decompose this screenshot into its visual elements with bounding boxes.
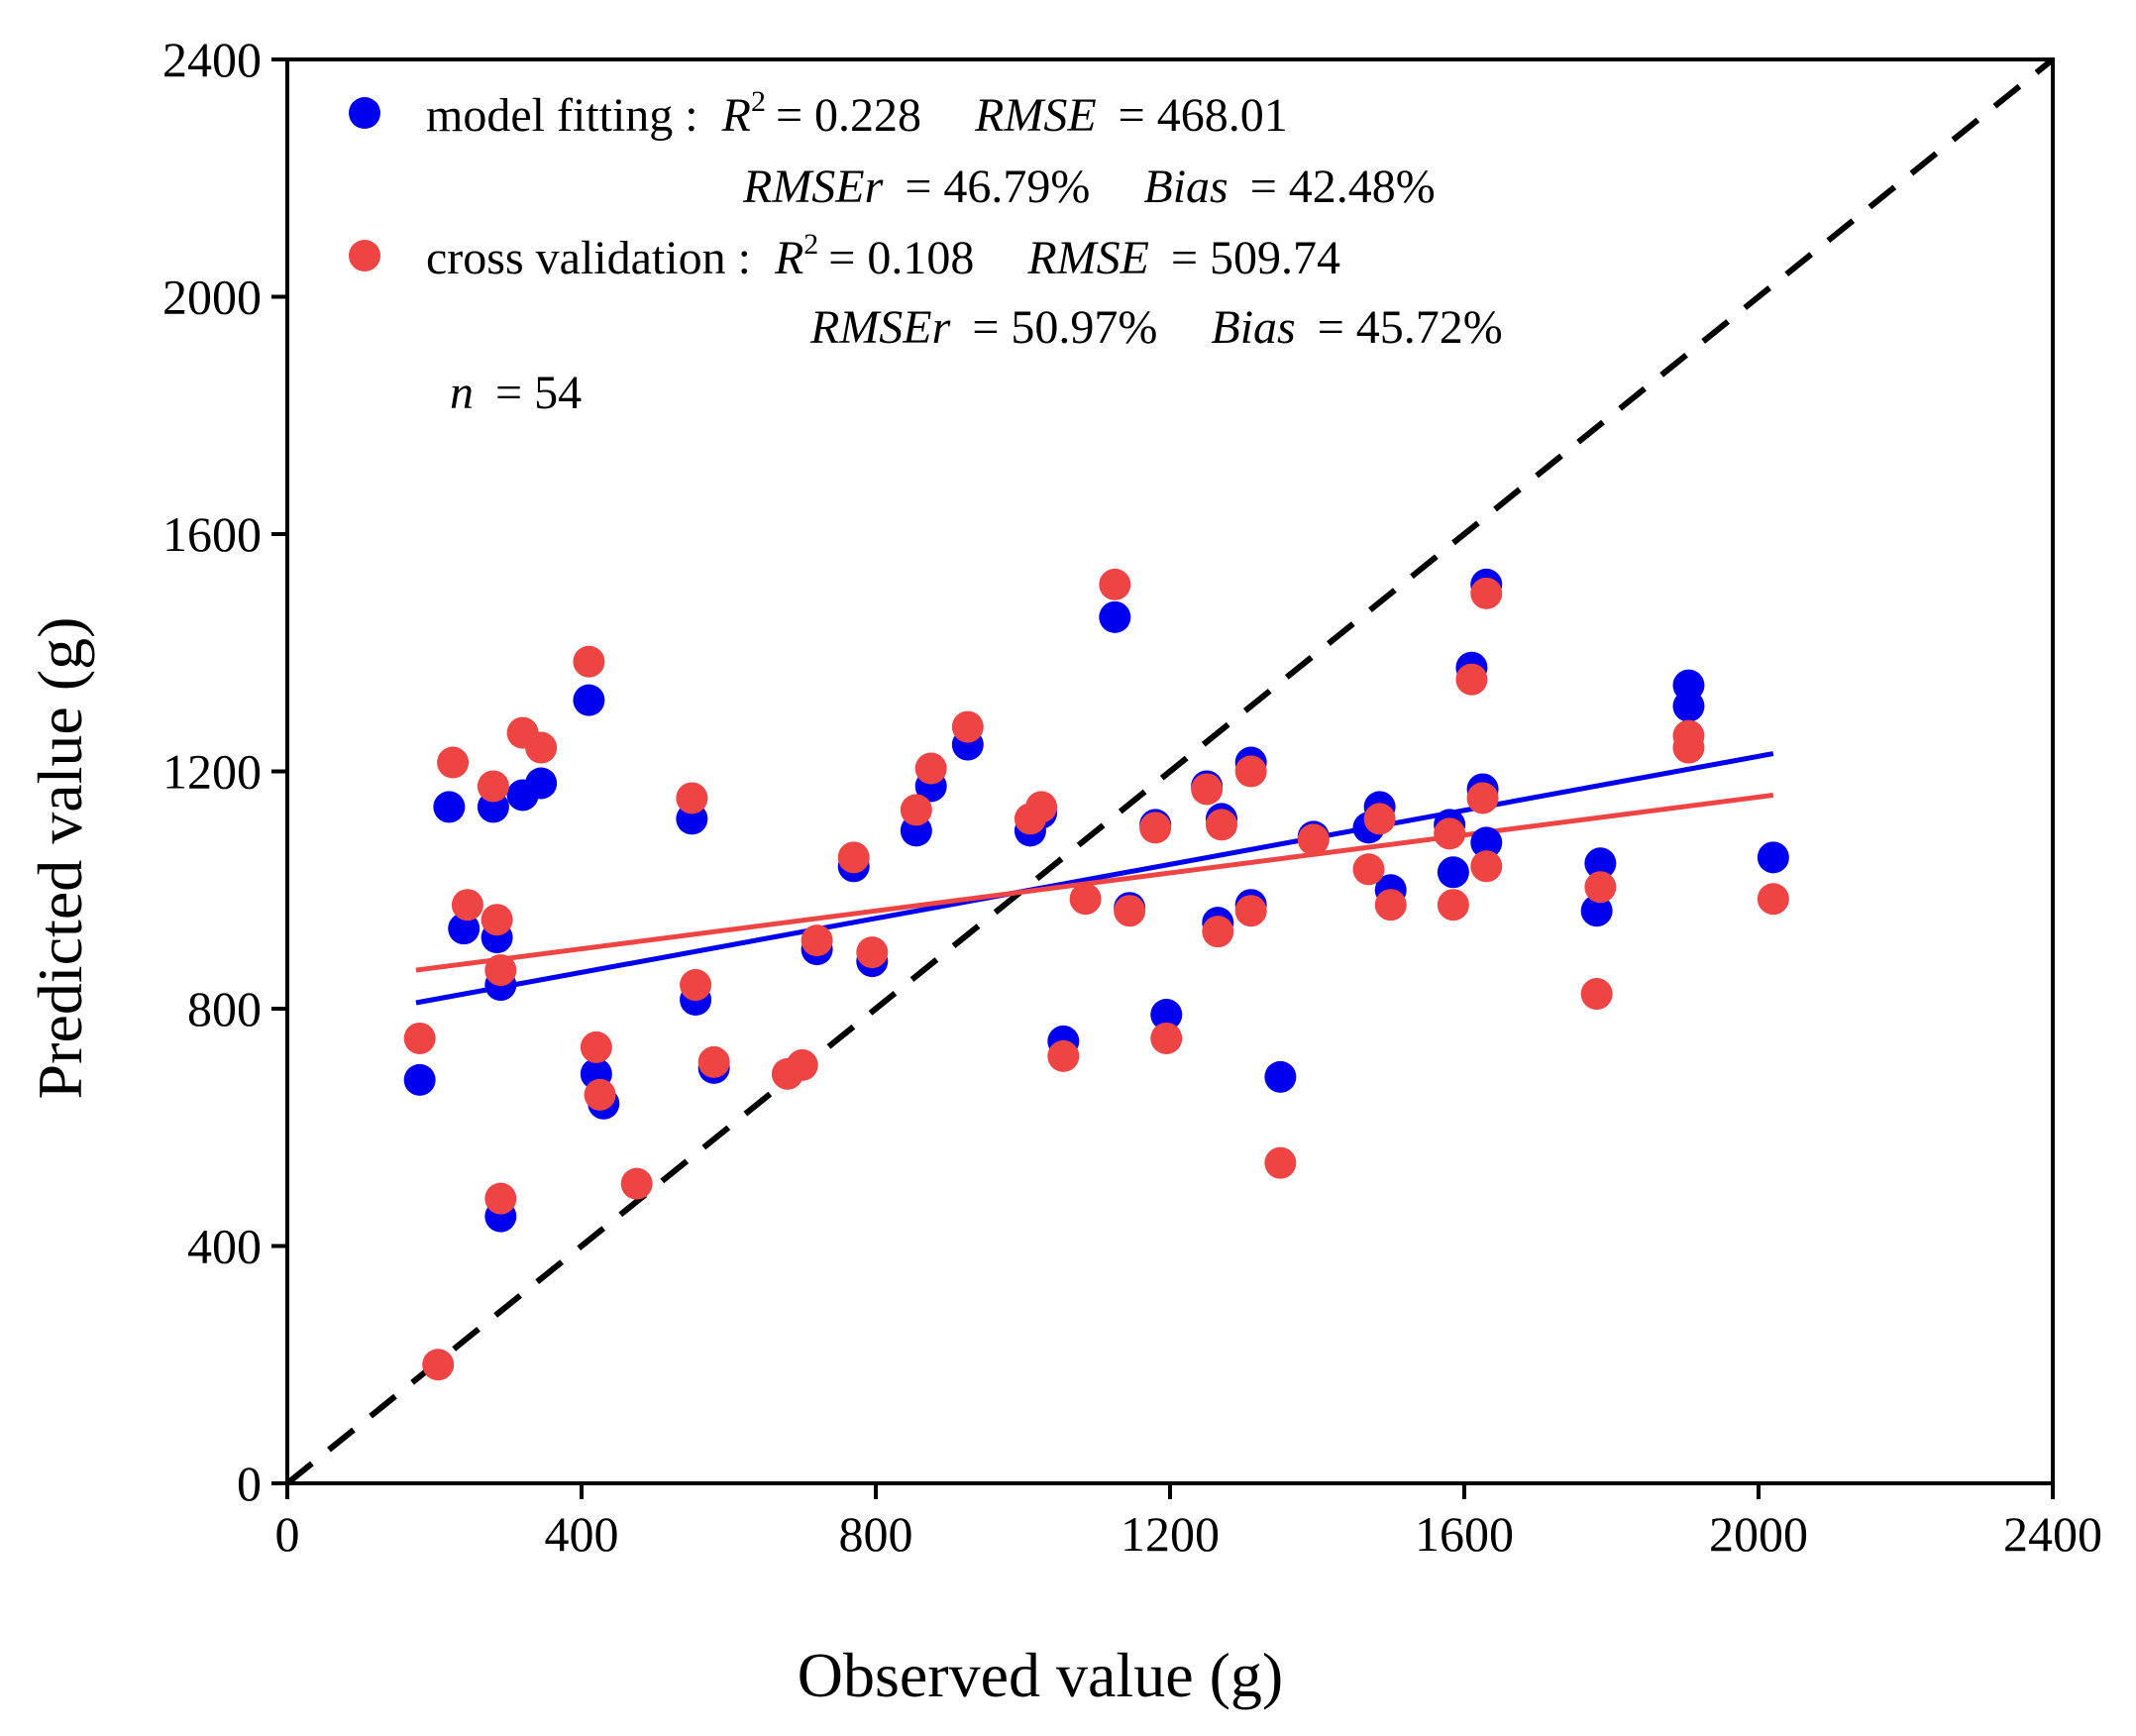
point-cv — [1025, 791, 1058, 823]
x-tick-label: 1600 — [1415, 1506, 1514, 1562]
point-cv — [422, 1349, 455, 1381]
x-tick-label: 800 — [839, 1506, 913, 1562]
point-cv — [837, 841, 870, 874]
x-axis-title: Observed value (g) — [798, 1640, 1283, 1710]
point-cv — [1191, 773, 1224, 806]
point-cv — [1047, 1039, 1080, 1072]
legend-marker-cv — [349, 240, 380, 271]
point-cv — [801, 924, 833, 957]
point-cv — [573, 645, 605, 678]
point-model — [1150, 998, 1183, 1031]
point-cv — [697, 1045, 730, 1078]
point-cv — [1139, 812, 1172, 844]
point-cv — [1234, 755, 1267, 788]
point-model — [1470, 826, 1503, 859]
x-tick-label: 2400 — [2003, 1506, 2102, 1562]
y-tick-label: 1200 — [162, 744, 262, 800]
point-cv — [525, 731, 558, 764]
legend-model-line2: RMSEr = 46.79% Bias = 42.48% — [742, 161, 1436, 213]
point-cv — [680, 969, 712, 1002]
point-model — [1437, 856, 1469, 889]
point-cv — [477, 770, 509, 803]
point-cv — [437, 746, 470, 779]
legend-sample-size: n = 54 — [450, 367, 582, 419]
x-tick-label: 2000 — [1709, 1506, 1808, 1562]
point-cv — [1437, 889, 1469, 922]
point-cv — [451, 889, 483, 922]
point-cv — [1455, 663, 1488, 696]
x-tick-label: 1200 — [1121, 1506, 1220, 1562]
point-cv — [484, 1182, 517, 1215]
point-cv — [1434, 817, 1466, 850]
point-cv — [580, 1031, 612, 1063]
y-tick-label: 2000 — [162, 270, 262, 325]
point-cv — [676, 782, 708, 814]
fit-line-cv — [415, 792, 1774, 973]
point-cv — [1470, 850, 1503, 883]
legend-cv-line1: cross validation : R2 = 0.108 RMSE = 509.… — [426, 228, 1340, 284]
point-cv — [1205, 809, 1237, 841]
y-axis-title: Predicted value (g) — [25, 617, 95, 1100]
fit-line-model — [415, 751, 1774, 1006]
point-cv — [856, 936, 889, 969]
legend-cv-line2: RMSEr = 50.97% Bias = 45.72% — [809, 301, 1503, 354]
y-tick-label: 0 — [237, 1456, 262, 1511]
point-model — [1580, 895, 1613, 927]
point-cv — [1297, 823, 1330, 856]
point-model — [433, 791, 466, 823]
identity-line — [285, 56, 2055, 1486]
point-cv — [1584, 871, 1617, 904]
point-cv — [1234, 895, 1267, 927]
point-cv — [1069, 883, 1102, 916]
point-cv — [1374, 889, 1407, 922]
point-cv — [1202, 916, 1234, 948]
point-cv — [1114, 895, 1146, 927]
point-cv — [481, 904, 513, 936]
point-cv — [1352, 853, 1385, 886]
point-cv — [1580, 978, 1613, 1011]
point-model — [573, 684, 605, 716]
point-cv — [900, 794, 932, 826]
y-tick-label: 400 — [187, 1219, 262, 1274]
point-cv — [620, 1167, 653, 1200]
legend: model fitting : R2 = 0.228 RMSE = 468.01 … — [349, 85, 1503, 419]
x-tick-label: 0 — [275, 1506, 300, 1562]
point-model — [1264, 1060, 1297, 1093]
point-cv — [584, 1078, 616, 1111]
point-model — [1584, 847, 1617, 880]
y-tick-label: 1600 — [162, 506, 262, 562]
point-cv — [1363, 803, 1396, 835]
x-tick-label: 400 — [545, 1506, 619, 1562]
series-cv — [403, 568, 1789, 1381]
point-cv — [1150, 1022, 1183, 1054]
point-model — [1099, 600, 1131, 633]
point-cv — [1757, 883, 1789, 916]
point-cv — [1466, 782, 1499, 814]
point-model — [1672, 690, 1705, 722]
legend-model-line1: model fitting : R2 = 0.228 RMSE = 468.01 — [426, 85, 1288, 142]
legend-marker-model — [349, 97, 380, 129]
point-cv — [1470, 577, 1503, 609]
point-cv — [951, 710, 984, 743]
y-tick-label: 800 — [187, 981, 262, 1036]
point-cv — [786, 1048, 818, 1081]
point-cv — [403, 1022, 436, 1054]
data-points — [403, 568, 1789, 1381]
plot-frame — [285, 57, 2055, 1485]
point-model — [1757, 841, 1789, 874]
point-cv — [914, 752, 947, 785]
point-model — [525, 767, 558, 800]
point-cv — [484, 954, 517, 987]
point-cv — [1672, 731, 1705, 764]
axis-ticks: 0 400 800 1200 1600 2000 2400 0 400 800 1200 1600 20… — [162, 32, 2102, 1562]
point-cv — [1264, 1146, 1297, 1179]
point-model — [403, 1063, 436, 1096]
point-cv — [1099, 568, 1131, 600]
fit-lines — [415, 751, 1774, 1006]
point-model — [448, 913, 481, 945]
y-tick-label: 2400 — [162, 32, 262, 87]
